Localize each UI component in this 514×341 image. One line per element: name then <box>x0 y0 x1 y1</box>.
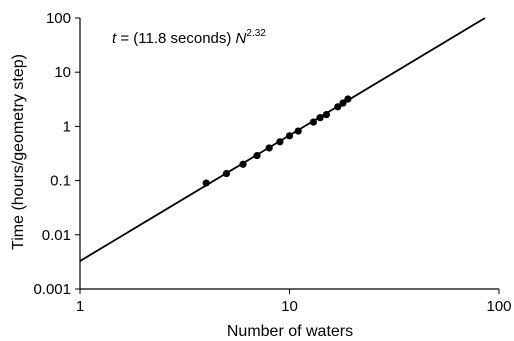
y-tick-label: 10 <box>54 64 71 81</box>
data-point <box>276 138 284 146</box>
data-point <box>202 179 210 187</box>
data-point <box>334 103 342 111</box>
x-tick-label: 1 <box>76 298 84 315</box>
data-point <box>294 127 302 135</box>
equation-t: t <box>112 30 117 47</box>
x-tick-label: 100 <box>486 298 511 315</box>
axis-ticks: 0.001 0.01 0.1 1 10 100 1 10 100 <box>33 10 511 315</box>
data-point <box>265 144 273 152</box>
plot-area <box>79 18 499 290</box>
y-tick-label: 1 <box>63 118 71 135</box>
data-point <box>239 160 247 168</box>
x-axis-title: Number of waters <box>227 323 353 340</box>
equation-coefficient: = (11.8 seconds) <box>116 30 235 47</box>
data-points <box>79 17 486 262</box>
equation-n: N <box>236 30 247 47</box>
y-tick-label: 0.001 <box>33 281 71 298</box>
data-point <box>309 118 317 126</box>
equation-exponent: 2.32 <box>246 28 266 39</box>
data-point <box>222 169 231 178</box>
y-tick-label: 100 <box>46 10 71 27</box>
fit-equation: t = (11.8 seconds) N2.32 <box>112 28 266 47</box>
y-tick-label: 0.1 <box>50 173 71 190</box>
data-point <box>344 95 352 103</box>
data-point <box>285 132 294 140</box>
data-point <box>339 99 347 107</box>
data-point <box>316 114 324 122</box>
y-axis-title: Time (hours/geometry step) <box>10 54 27 250</box>
y-tick-label: 0.01 <box>42 227 71 244</box>
data-point <box>322 111 330 119</box>
x-tick-label: 10 <box>281 298 298 315</box>
data-point <box>253 151 261 160</box>
